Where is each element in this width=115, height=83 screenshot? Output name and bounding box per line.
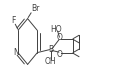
Text: F: F xyxy=(11,16,16,25)
Text: B: B xyxy=(48,45,53,54)
Text: N: N xyxy=(13,48,18,57)
Text: Br: Br xyxy=(31,4,39,13)
Text: O: O xyxy=(57,50,62,59)
Text: O: O xyxy=(57,33,62,42)
Text: OH: OH xyxy=(45,57,56,66)
Text: HO: HO xyxy=(50,25,62,34)
